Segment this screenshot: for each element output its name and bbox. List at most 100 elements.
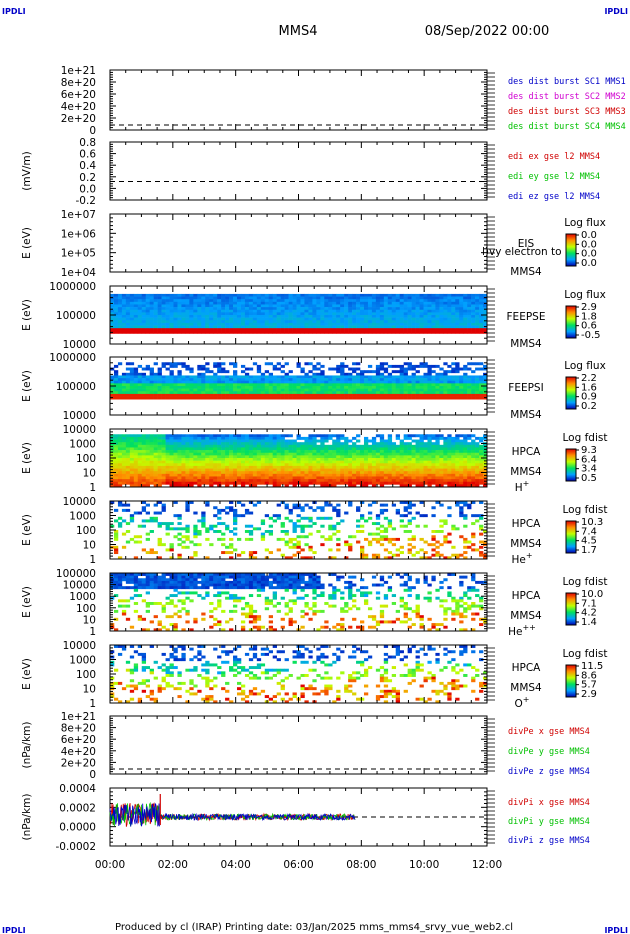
spectrogram-cell bbox=[427, 383, 432, 387]
spectrogram-cell bbox=[252, 473, 258, 477]
spectrogram-cell bbox=[383, 383, 389, 387]
spectrogram-cell bbox=[367, 444, 373, 448]
spectrogram-cell bbox=[356, 455, 361, 459]
spectrogram-cell bbox=[407, 391, 412, 395]
spectrogram-cell bbox=[157, 328, 162, 332]
spectrogram-cell bbox=[320, 315, 325, 318]
spectrogram-cell bbox=[328, 367, 333, 371]
spectrogram-cell bbox=[117, 436, 123, 440]
spectrogram-cell bbox=[399, 372, 404, 376]
spectrogram-cell bbox=[296, 455, 301, 459]
spectrogram-cell bbox=[268, 465, 274, 469]
spectrogram-cell bbox=[260, 375, 266, 379]
spectrogram-cell bbox=[110, 383, 115, 387]
spectrogram-cell bbox=[308, 312, 313, 316]
spectrogram-cell bbox=[447, 307, 452, 311]
spectrogram-cell bbox=[256, 391, 262, 395]
spectrogram-cell bbox=[455, 393, 460, 397]
spectrogram-cell bbox=[427, 460, 432, 464]
spectrogram-cell bbox=[399, 317, 404, 321]
spectrogram-cell bbox=[344, 293, 349, 297]
spectrogram-cell bbox=[292, 317, 297, 321]
spectrogram-cell bbox=[332, 317, 337, 321]
spectrogram-cell bbox=[435, 393, 440, 397]
spectrogram-cell bbox=[419, 364, 424, 368]
spectrogram-cell bbox=[391, 325, 397, 329]
spectrogram-cell bbox=[435, 317, 440, 321]
spectrogram-cell bbox=[157, 396, 162, 400]
spectrogram-cell bbox=[419, 473, 424, 477]
spectrogram-cell bbox=[439, 325, 444, 329]
spectrogram-cell bbox=[383, 452, 389, 456]
spectrogram-cell bbox=[157, 322, 162, 326]
spectrogram-cell bbox=[117, 444, 123, 448]
spectrogram-cell bbox=[244, 444, 250, 448]
spectrogram-cell bbox=[221, 476, 226, 480]
spectrogram-cell bbox=[403, 372, 408, 376]
y-tick-label: 1e+05 bbox=[61, 248, 96, 260]
spectrogram-cell bbox=[169, 293, 174, 297]
spectrogram-cell bbox=[141, 473, 147, 477]
spectrogram-cell bbox=[272, 444, 277, 448]
spectrogram-cell bbox=[193, 296, 198, 300]
spectrogram-cell bbox=[205, 388, 210, 392]
spectrogram-cell bbox=[244, 388, 250, 392]
spectrogram-cell bbox=[471, 325, 476, 329]
spectrogram-cell bbox=[324, 481, 329, 485]
spectrogram-cell bbox=[153, 484, 158, 488]
spectrogram-cell bbox=[451, 468, 456, 472]
spectrogram-cell bbox=[217, 370, 222, 374]
spectrogram-cell bbox=[272, 330, 277, 334]
spectrogram-cell bbox=[276, 447, 281, 451]
spectrogram-cell bbox=[383, 370, 389, 374]
spectrogram-cell bbox=[471, 396, 476, 400]
spectrogram-cell bbox=[225, 471, 230, 475]
y-tick-label: 0 bbox=[89, 125, 96, 137]
spectrogram-cell bbox=[284, 452, 289, 456]
spectrogram-cell bbox=[117, 293, 123, 297]
spectrogram-cell bbox=[312, 378, 317, 382]
spectrogram-cell bbox=[320, 328, 325, 332]
spectrogram-cell bbox=[240, 375, 246, 379]
spectrogram-cell bbox=[435, 463, 440, 467]
spectrogram-cell bbox=[371, 473, 377, 477]
spectrogram-cell bbox=[383, 293, 389, 297]
spectrogram-cell bbox=[169, 481, 174, 485]
spectrogram-cell bbox=[447, 481, 452, 485]
spectrogram-cell bbox=[483, 383, 488, 387]
spectrogram-cell bbox=[201, 328, 206, 332]
spectrogram-cell bbox=[201, 386, 206, 389]
spectrogram-cell bbox=[244, 320, 250, 324]
spectrogram-cell bbox=[137, 386, 143, 389]
spectrogram-cell bbox=[467, 307, 472, 311]
spectrogram-cell bbox=[189, 455, 194, 459]
spectrogram-cell bbox=[340, 328, 345, 332]
spectrogram-cell bbox=[463, 301, 468, 305]
spectrogram-cell bbox=[201, 463, 206, 467]
spectrogram-cell bbox=[451, 484, 456, 488]
spectrogram-cell bbox=[209, 307, 214, 311]
spectrogram-cell bbox=[415, 386, 420, 389]
spectrogram-cell bbox=[197, 375, 202, 379]
spectrogram-cell bbox=[336, 447, 341, 451]
spectrogram-cell bbox=[205, 455, 210, 459]
spectrogram-cell bbox=[328, 434, 333, 438]
spectrogram-cell bbox=[169, 442, 174, 446]
spectrogram-cell bbox=[367, 393, 373, 397]
spectrogram-cell bbox=[308, 375, 313, 379]
spectrogram-cell bbox=[165, 315, 170, 318]
spectrogram-cell bbox=[256, 301, 262, 305]
spectrogram-cell bbox=[292, 383, 297, 387]
spectrogram-cell bbox=[419, 396, 424, 400]
spectrogram-cell bbox=[463, 471, 468, 475]
spectrogram-cell bbox=[435, 330, 440, 334]
spectrogram-cell bbox=[304, 296, 309, 300]
spectrogram-cell bbox=[471, 458, 476, 461]
spectrogram-cell bbox=[407, 367, 412, 371]
spectrogram-cell bbox=[411, 463, 416, 467]
spectrogram-cell bbox=[439, 434, 444, 438]
spectrogram-cell bbox=[240, 434, 246, 438]
spectrogram-cell bbox=[141, 439, 147, 443]
spectrogram-cell bbox=[225, 296, 230, 300]
spectrogram-cell bbox=[229, 301, 234, 305]
